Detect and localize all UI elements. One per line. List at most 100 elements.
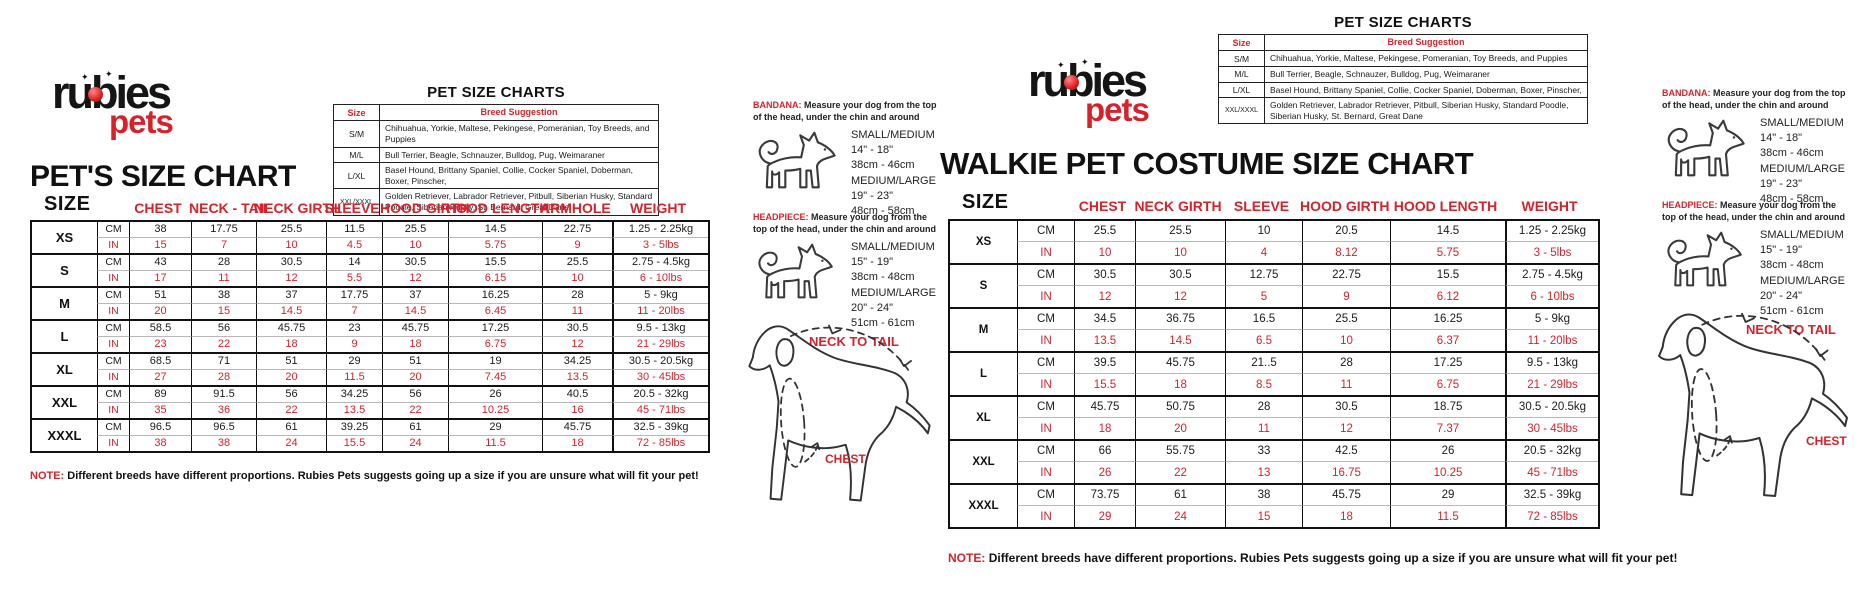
col-header-chest: CHEST: [1078, 198, 1127, 214]
unit-cm: CM: [97, 354, 129, 370]
headpiece-size-ml: MEDIUM/LARGE 20" - 24" 51cm - 61cm: [851, 286, 936, 331]
size-name: MEDIUM/LARGE: [851, 175, 936, 187]
breed-row: L/XL Basel Hound, Brittany Spaniel, Coll…: [1219, 81, 1587, 98]
cm-value: 28: [1225, 397, 1302, 418]
col-header-hood-girth: HOOD GIRTH: [1300, 198, 1390, 214]
cm-value: 21..5: [1225, 353, 1302, 374]
cm-value: 38: [191, 288, 256, 304]
rubies-pets-logo: rubies ✦ ✦ pets: [52, 70, 222, 165]
in-value: 6 - 10lbs: [1505, 286, 1598, 307]
size-cm: 38cm - 48cm: [851, 270, 915, 283]
in-value: 13.5: [542, 369, 612, 385]
in-value: 18: [542, 435, 612, 451]
cm-value: 10: [1225, 221, 1302, 242]
in-value: 10.25: [448, 402, 542, 418]
bandana-label: BANDANA:: [1662, 88, 1711, 98]
pointer-dog-outline-icon: [748, 324, 931, 502]
breed-row: XXL/XXXL Golden Retriever, Labrador Retr…: [1219, 97, 1587, 124]
breed-size: L/XL: [1219, 82, 1265, 98]
cm-value: 5 - 9kg: [1505, 309, 1598, 330]
dog-outline-icon: [1667, 231, 1742, 287]
cm-value: 29: [1390, 485, 1505, 506]
in-value: 12: [542, 336, 612, 352]
col-header-sleeve: SLEEVE: [324, 200, 380, 216]
right-measure-diagrams: BANDANA: Measure your dog from the top o…: [1658, 88, 1852, 528]
in-value: 15.5: [1074, 374, 1135, 395]
cm-value: 45.75: [1074, 397, 1135, 418]
unit-in: IN: [97, 237, 129, 253]
cm-value: 25.5: [1302, 309, 1390, 330]
headpiece-text: Measure your dog from the top of the hea…: [753, 212, 936, 234]
in-value: 12: [1135, 286, 1225, 307]
in-value: 15: [129, 237, 191, 253]
in-value: 12: [1302, 418, 1390, 439]
breed-list: Golden Retriever, Labrador Retriever, Pi…: [1270, 100, 1569, 121]
breed-header-row: Size Breed Suggestion: [334, 105, 658, 121]
cm-value: 51: [382, 354, 448, 370]
breed-list: Basel Hound, Brittany Spaniel, Collie, C…: [385, 165, 634, 186]
in-value: 10: [1135, 242, 1225, 263]
cm-value: 37: [256, 288, 326, 304]
unit-cm: CM: [1017, 397, 1074, 418]
in-value: 6.75: [1390, 374, 1505, 395]
cm-value: 1.25 - 2.25kg: [1505, 221, 1598, 242]
in-value: 11.5: [448, 435, 542, 451]
size-label: S: [60, 263, 69, 278]
cm-value: 37: [382, 288, 448, 304]
cm-value: 17.25: [1390, 353, 1505, 374]
size-inches: 20" - 24": [851, 301, 894, 314]
in-value: 24: [1135, 506, 1225, 527]
unit-cm: CM: [1017, 441, 1074, 462]
dog-outline-icon: [758, 243, 833, 299]
pointer-dog-outline-icon: [1658, 312, 1848, 498]
bandana-text: Measure your dog from the top of the hea…: [753, 100, 937, 122]
cm-value: 22.75: [542, 222, 612, 238]
size-inches: 15" - 19": [851, 255, 894, 268]
in-value: 12: [382, 270, 448, 286]
cm-value: 26: [1390, 441, 1505, 462]
cm-value: 14: [326, 255, 382, 271]
breed-list: Bull Terrier, Beagle, Schnauzer, Bulldog…: [385, 149, 605, 160]
unit-in: IN: [97, 303, 129, 319]
in-value: 24: [382, 435, 448, 451]
in-value: 22: [191, 336, 256, 352]
cm-value: 25.5: [256, 222, 326, 238]
cm-value: 30.5 - 20.5kg: [1505, 397, 1598, 418]
right-note: NOTE: Different breeds have different pr…: [948, 551, 1677, 565]
cm-value: 32.5 - 39kg: [1505, 485, 1598, 506]
size-cm: 48cm - 58cm: [851, 204, 915, 217]
headpiece-size-ml: MEDIUM/LARGE 20" - 24" 51cm - 61cm: [1760, 274, 1845, 319]
unit-in: IN: [1017, 286, 1074, 307]
in-value: 10: [1302, 330, 1390, 351]
in-value: 15: [1225, 506, 1302, 527]
cm-value: 68.5: [129, 354, 191, 370]
in-value: 4: [1225, 242, 1302, 263]
size-row-xxl: XXL CM IN 89 91.5 56 34.25 56 26 40.5 20.5 - 32kg 3…: [32, 385, 708, 418]
cm-value: 34.25: [326, 387, 382, 403]
size-inches: 19" - 23": [1760, 177, 1803, 190]
headpiece-instructions: HEADPIECE: Measure your dog from the top…: [753, 212, 941, 235]
cm-value: 25.5: [1074, 221, 1135, 242]
in-value: 26: [1074, 462, 1135, 483]
col-header-sleeve: SLEEVE: [1233, 198, 1290, 214]
cm-value: 30.5: [1135, 265, 1225, 286]
note-text: Different breeds have different proporti…: [67, 470, 699, 482]
breed-col-suggestion: Breed Suggestion: [1387, 37, 1465, 47]
in-value: 6.45: [448, 303, 542, 319]
in-value: 29: [1074, 506, 1135, 527]
in-value: 11: [1302, 374, 1390, 395]
cm-value: 23: [326, 321, 382, 337]
size-label: L: [979, 368, 988, 380]
size-row-m: M CM IN 34.5 36.75 16.5 25.5 16.25 5 - 9kg 13.5 14…: [950, 307, 1598, 351]
size-cm: 51cm - 61cm: [851, 316, 915, 329]
unit-in: IN: [97, 435, 129, 451]
bandana-size-sm: SMALL/MEDIUM 14" - 18" 38cm - 46cm: [851, 128, 935, 173]
chest-label: CHEST: [1806, 434, 1847, 448]
cm-value: 14.5: [448, 222, 542, 238]
in-value: 3 - 5lbs: [1505, 242, 1598, 263]
size-row-xl: XL CM IN 68.5 71 51 29 51 19 34.25 30.5 - 20.5kg 27…: [32, 352, 708, 385]
unit-in: IN: [97, 336, 129, 352]
logo-brand-text: rubies: [1028, 55, 1148, 106]
cm-value: 16.25: [448, 288, 542, 304]
ruby-gem-icon: [1064, 75, 1079, 90]
